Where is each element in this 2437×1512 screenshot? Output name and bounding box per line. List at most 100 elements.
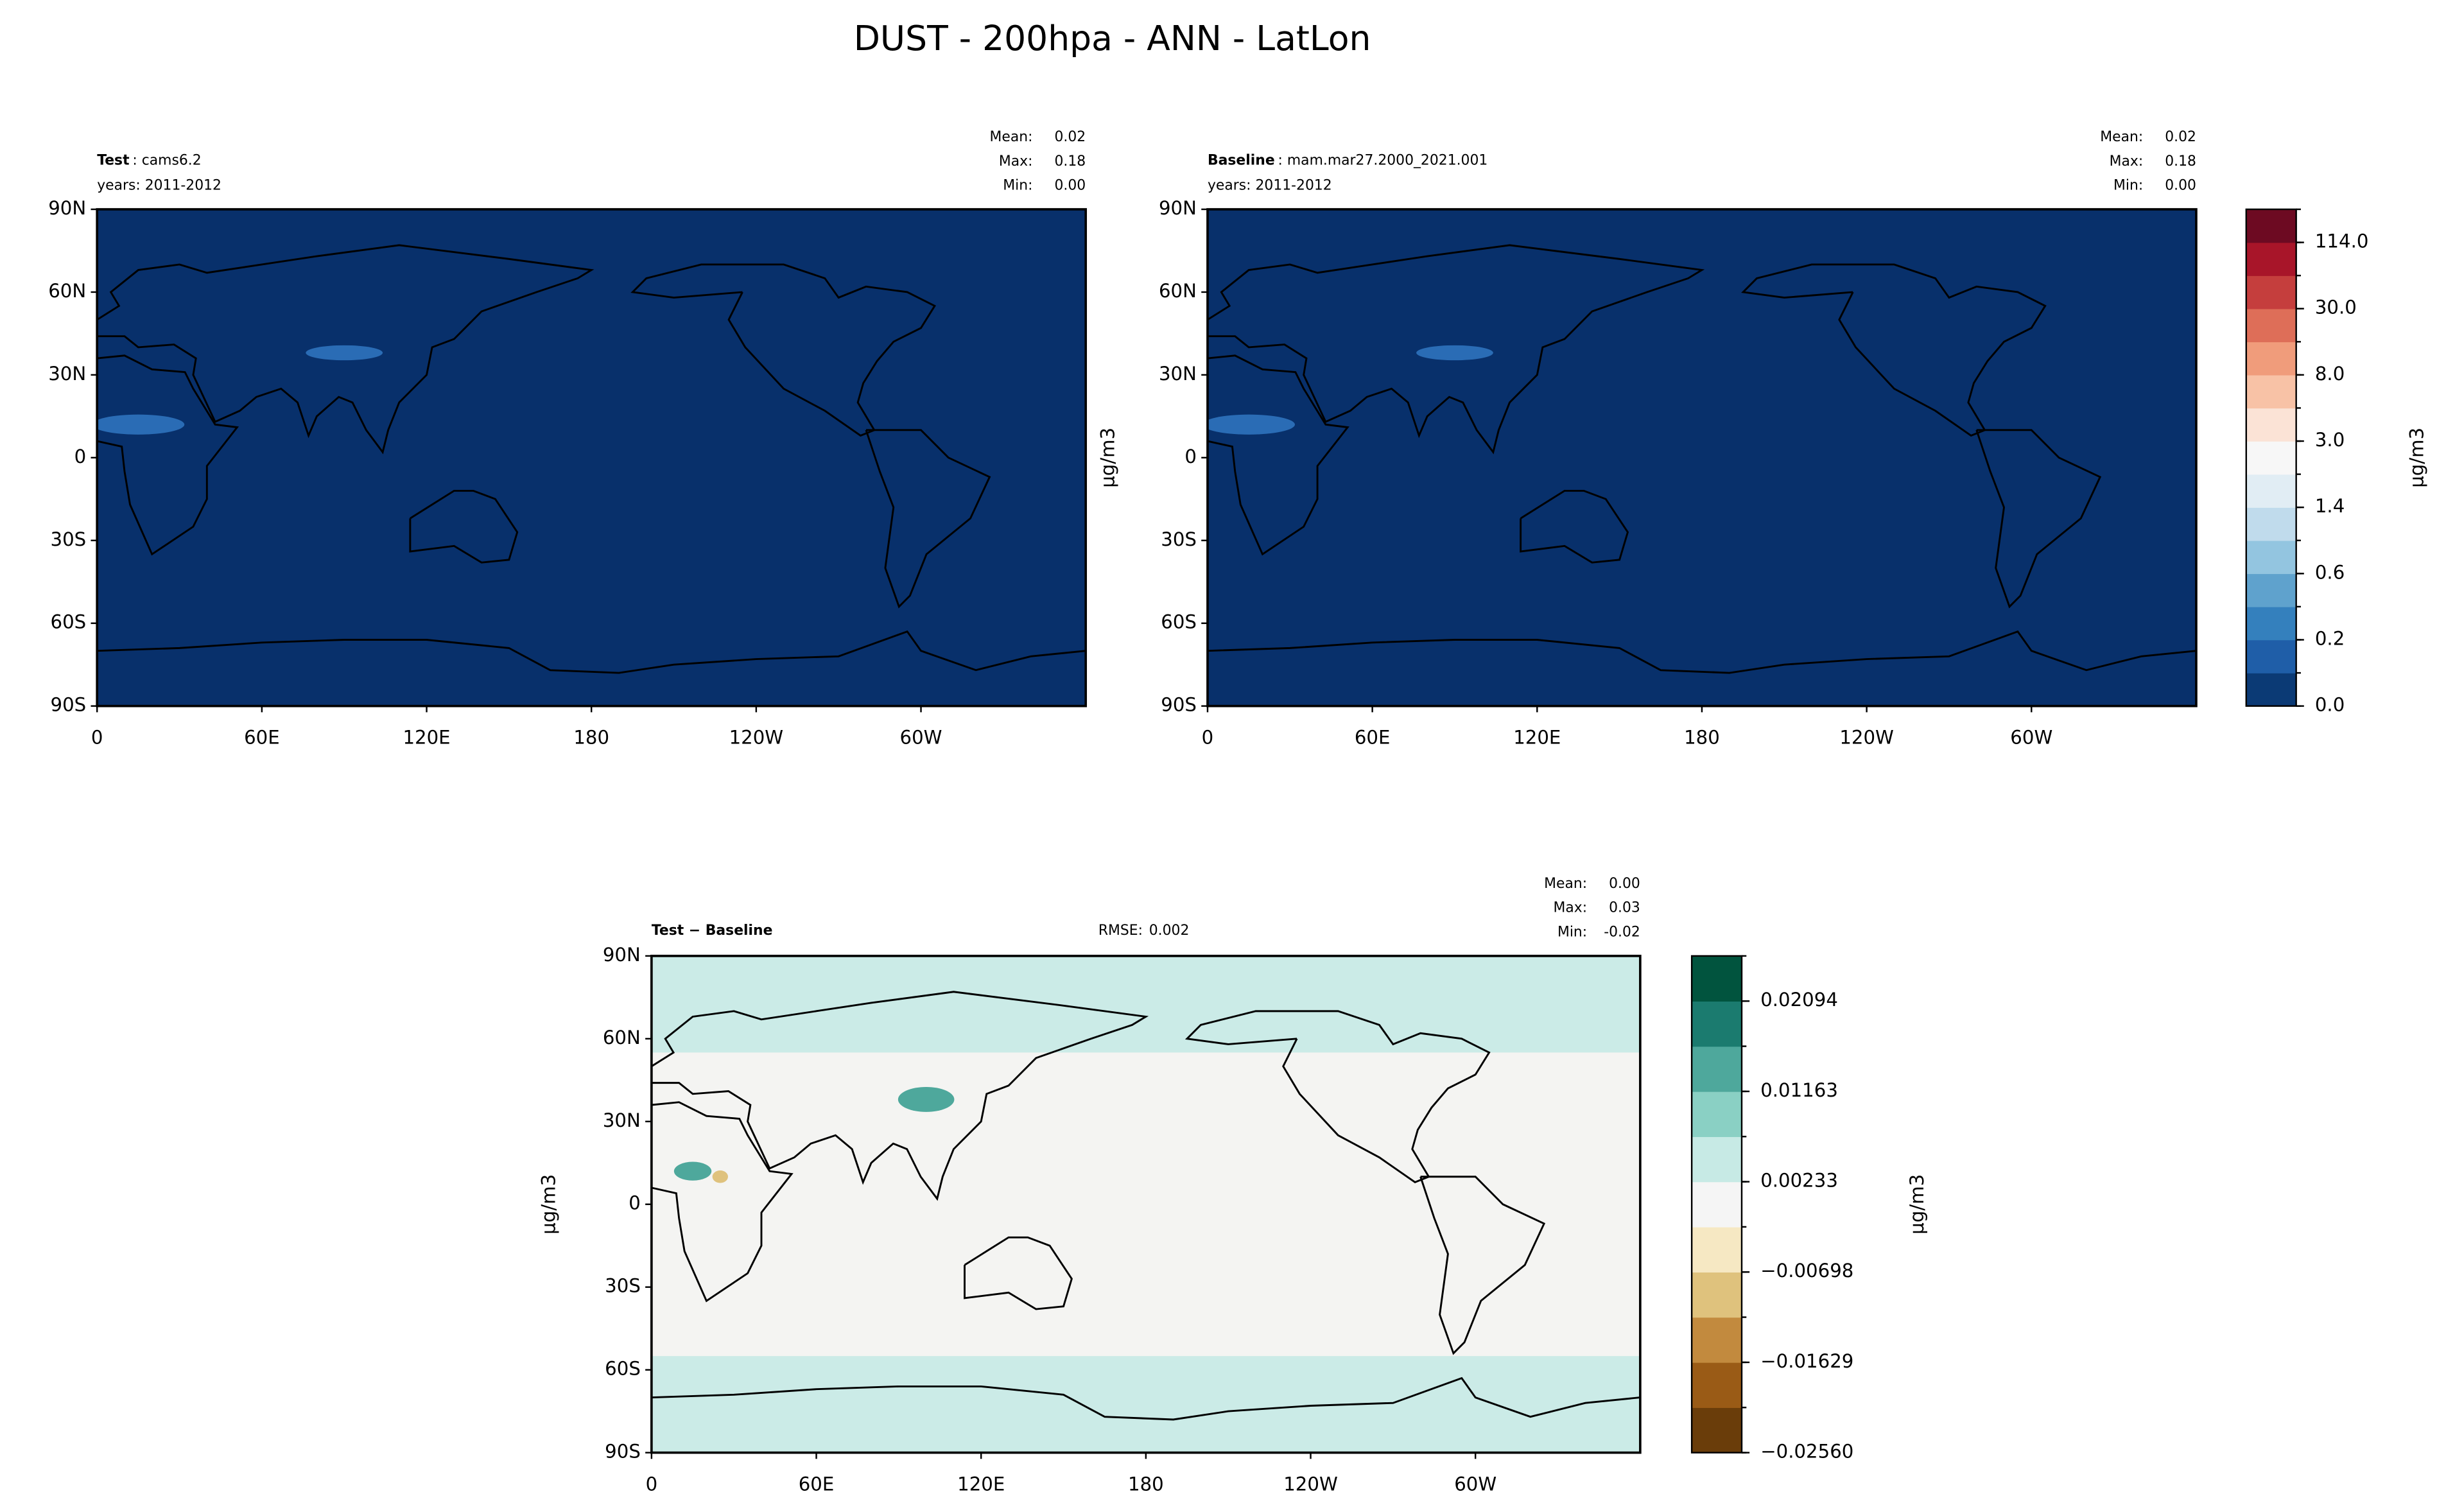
x-tick-label: 180 xyxy=(573,727,609,749)
stat-value: 0.18 xyxy=(1054,153,1086,169)
coastline xyxy=(409,489,519,564)
coastline xyxy=(1975,429,2102,609)
y-tick-label: 30N xyxy=(603,1109,641,1131)
stat-name: Min: xyxy=(1003,178,1032,194)
y-tick-label: 90S xyxy=(51,694,87,716)
panel-title: Test − Baseline xyxy=(652,923,773,939)
panel-subtitle: years: 2011-2012 xyxy=(97,178,221,194)
colorbar-tick-label: 0.0 xyxy=(2315,694,2345,716)
colorbar-tick-label: 1.4 xyxy=(2315,495,2345,517)
colorbar-tick-label: 114.0 xyxy=(2315,230,2369,252)
feature xyxy=(712,1170,728,1183)
stat-name: Min: xyxy=(1557,924,1587,940)
colorbar-bin xyxy=(1692,1272,1742,1318)
panel-title: Test xyxy=(97,153,129,169)
x-tick-label: 0 xyxy=(91,727,103,749)
stat-name: Max: xyxy=(2110,153,2144,169)
map-content xyxy=(1207,244,2196,674)
y-tick-label: 90N xyxy=(1159,197,1197,219)
colorbar-bin xyxy=(1692,1362,1742,1408)
y-tick-label: 30S xyxy=(1161,528,1197,550)
polar-band xyxy=(651,1356,1640,1453)
y-tick-label: 60N xyxy=(603,1027,641,1048)
colorbar-bin xyxy=(2246,639,2296,673)
map-content xyxy=(97,244,1086,674)
stat-name: Max: xyxy=(1554,900,1588,916)
coastline xyxy=(97,630,1086,674)
feature xyxy=(1416,345,1493,361)
panel-title-rest: : mam.mar27.2000_2021.001 xyxy=(1278,153,1488,169)
colorbar-tick-label: −0.00698 xyxy=(1760,1260,1853,1282)
colorbar-tick-label: 30.0 xyxy=(2315,297,2357,318)
colorbar-bin xyxy=(1692,955,1742,1002)
coastline xyxy=(651,1101,794,1303)
colorbar-bin xyxy=(1692,1001,1742,1047)
coastline xyxy=(97,354,239,556)
coastline xyxy=(1207,244,1705,455)
rmse-value: 0.002 xyxy=(1149,923,1190,939)
colorbar-tick-label: 8.0 xyxy=(2315,363,2345,385)
x-tick-label: 0 xyxy=(646,1473,658,1495)
colorbar-tick-label: 0.00233 xyxy=(1760,1170,1838,1192)
x-tick-label: 0 xyxy=(1202,727,1214,749)
x-tick-label: 120W xyxy=(729,727,784,749)
y-tick-label: 60S xyxy=(51,611,87,633)
colorbar-bin xyxy=(2246,474,2296,508)
colorbar-bin xyxy=(2246,540,2296,575)
stat-value: 0.18 xyxy=(2165,153,2196,169)
stat-value: 0.03 xyxy=(1609,900,1640,916)
colorbar-bin xyxy=(2246,408,2296,442)
coastline xyxy=(1207,354,1349,556)
colorbar-tick-label: −0.02560 xyxy=(1760,1441,1853,1463)
colorbar-bin xyxy=(2246,275,2296,309)
stat-name: Max: xyxy=(999,153,1033,169)
y-axis-label: μg/m3 xyxy=(538,1174,560,1235)
y-tick-label: 90S xyxy=(605,1441,641,1463)
feature xyxy=(673,1161,712,1181)
colorbar-bin xyxy=(2246,573,2296,607)
map-content xyxy=(651,955,1640,1453)
x-tick-label: 120E xyxy=(957,1473,1005,1495)
stat-value: 0.02 xyxy=(2165,129,2196,145)
coastline xyxy=(1419,1176,1546,1355)
colorbar-frame xyxy=(1690,955,1743,1454)
map-background xyxy=(1207,209,2196,706)
colorbar-bin xyxy=(1692,1407,1742,1454)
coastline xyxy=(1207,630,2196,674)
map-panel: 0 60E 120E 180 120W 60W 90N 60N 30N 0 30S 60S 90S Tes… xyxy=(538,876,1928,1495)
colorbar-tick-label: −0.01629 xyxy=(1760,1350,1853,1372)
colorbar-bin xyxy=(2246,242,2296,276)
map-panel: 0 60E 120E 180 120W 60W 90N 60N 30N 0 30S 60S 90S Bas… xyxy=(1097,129,2428,749)
feature xyxy=(898,1086,955,1112)
colorbar-bin xyxy=(2246,209,2296,243)
colorbar-bin xyxy=(1692,1317,1742,1363)
x-tick-label: 60W xyxy=(900,727,942,749)
stat-value: 0.00 xyxy=(1054,178,1086,194)
stat-name: Mean: xyxy=(2100,129,2143,145)
feature xyxy=(1207,414,1295,435)
colorbar-tick-label: 0.6 xyxy=(2315,561,2345,583)
stat-value: 0.00 xyxy=(2165,178,2196,194)
colorbar-bin xyxy=(2246,507,2296,541)
y-tick-label: 0 xyxy=(1184,446,1197,467)
colorbar-bin xyxy=(2246,606,2296,641)
stat-name: Min: xyxy=(2113,178,2143,194)
coastline xyxy=(1184,1010,1491,1183)
colorbar-bin xyxy=(1692,1181,1742,1228)
colorbar-tick-label: 0.01163 xyxy=(1760,1079,1838,1101)
y-tick-label: 90S xyxy=(1161,694,1197,716)
stat-value: 0.00 xyxy=(1609,876,1640,892)
y-tick-label: 60N xyxy=(1159,280,1197,302)
y-tick-label: 90N xyxy=(48,197,86,219)
x-tick-label: 120E xyxy=(1513,727,1561,749)
figure-title: DUST - 200hpa - ANN - LatLon xyxy=(854,18,1371,58)
colorbar-label: μg/m3 xyxy=(2406,428,2427,488)
polar-band xyxy=(651,955,1640,1053)
colorbar-bin xyxy=(1692,1226,1742,1273)
coastline xyxy=(651,991,1149,1201)
y-tick-label: 30N xyxy=(48,363,86,385)
colorbar-bin xyxy=(1692,1046,1742,1092)
coastline xyxy=(1741,263,2047,437)
